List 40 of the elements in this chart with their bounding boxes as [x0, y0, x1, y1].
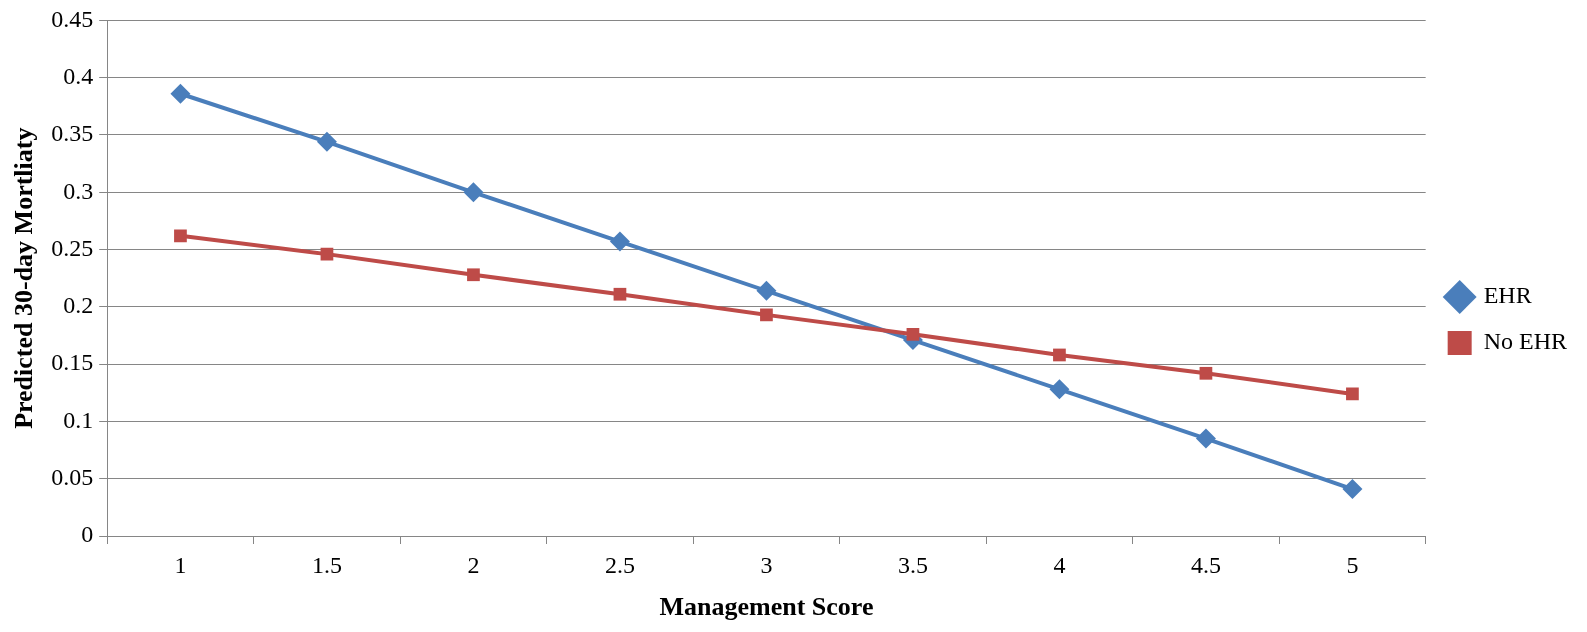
y-tick-label: 0.1: [63, 406, 94, 433]
point: [1199, 366, 1213, 380]
y-tick-label: 0.05: [51, 464, 94, 491]
x-tick-label: 2.5: [604, 551, 635, 578]
x-tick-label: 4: [1053, 551, 1066, 578]
y-tick-label: 0.45: [51, 5, 94, 32]
y-tick-label: 0.3: [63, 177, 94, 204]
y-tick-label: 0.15: [51, 349, 94, 376]
point: [174, 229, 187, 243]
x-tick-label: 2: [467, 551, 480, 578]
point: [613, 287, 627, 301]
point: [1049, 379, 1070, 400]
point: [760, 308, 773, 322]
x-tick-label: 4.5: [1190, 551, 1221, 578]
x-tick-label: 5: [1346, 551, 1359, 578]
y-tick-label: 0.25: [51, 234, 94, 261]
x-tick-label: 3: [760, 551, 773, 578]
x-tick-label: 1: [174, 551, 187, 578]
x-tick-label: 3.5: [897, 551, 928, 578]
point: [756, 280, 777, 301]
point: [1053, 348, 1066, 362]
point: [463, 182, 484, 203]
point: [170, 83, 191, 104]
point: [467, 268, 480, 282]
y-tick-label: 0.4: [63, 62, 94, 89]
point: [906, 327, 920, 341]
point: [609, 231, 630, 252]
x-tick-label: 1.5: [311, 551, 342, 578]
legend-label: EHR: [1483, 282, 1532, 309]
point: [1342, 479, 1363, 500]
legend-label: No EHR: [1483, 328, 1568, 355]
x-axis-title: Management Score: [659, 592, 874, 622]
y-tick-label: 0.35: [51, 120, 94, 147]
y-tick-label: 0: [81, 521, 94, 548]
point: [320, 247, 334, 261]
y-tick-label: 0.2: [63, 292, 94, 319]
y-axis-title: Predicted 30-day Mortliaty: [9, 127, 39, 429]
point: [1195, 428, 1216, 449]
point: [1346, 387, 1359, 401]
point: [316, 131, 337, 152]
